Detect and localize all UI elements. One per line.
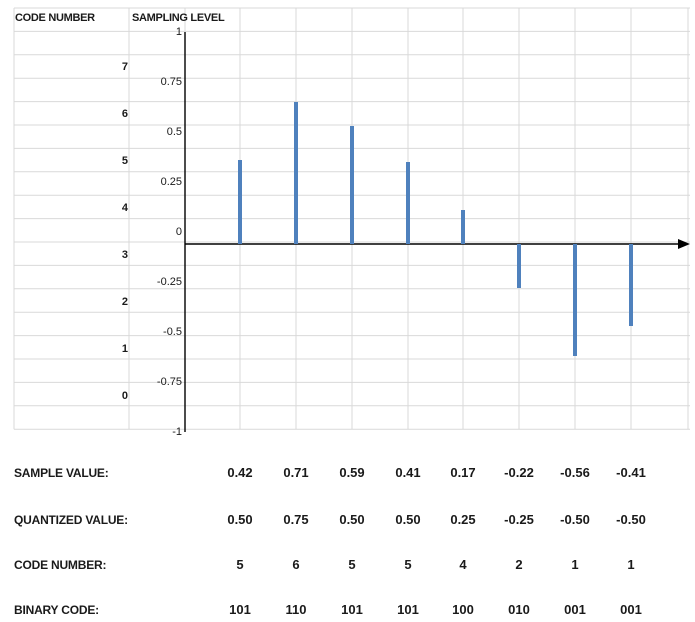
table-cell: 1: [571, 557, 579, 572]
table-cell: 001: [620, 602, 642, 617]
table-cell: 0.42: [227, 465, 253, 480]
table-cell: 6: [292, 557, 300, 572]
y-tick-label: 0: [175, 226, 182, 238]
x-axis-arrow: [678, 239, 690, 249]
table-cell: 0.50: [395, 512, 421, 527]
table-cell: 0.59: [339, 465, 365, 480]
code-level-label: 1: [121, 343, 128, 355]
table-cell: 1: [627, 557, 635, 572]
table-cell: 0.50: [227, 512, 253, 527]
table-cell: -0.25: [504, 512, 534, 527]
table-cell: 0.50: [339, 512, 365, 527]
table-cell: 4: [459, 557, 467, 572]
y-tick-label: -1: [172, 426, 182, 438]
code-number-header: CODE NUMBER: [15, 12, 95, 24]
y-tick-label: 0.25: [160, 176, 182, 188]
code-level-label: 2: [121, 296, 128, 308]
code-level-label: 0: [121, 390, 128, 402]
y-tick-label: -0.75: [156, 376, 182, 388]
code-level-label: 3: [121, 249, 128, 261]
table-cell: 0.25: [450, 512, 476, 527]
table-cell: 101: [397, 602, 419, 617]
table-row-label: CODE NUMBER:: [14, 558, 107, 572]
sampling-level-header: SAMPLING LEVEL: [132, 12, 225, 24]
table-cell: -0.41: [616, 465, 646, 480]
table-cell: 2: [515, 557, 523, 572]
code-level-label: 6: [121, 108, 128, 120]
y-tick-label: 0.75: [160, 76, 182, 88]
table-cell: -0.50: [616, 512, 646, 527]
table-cell: 0.71: [283, 465, 309, 480]
y-tick-label: -0.25: [156, 276, 182, 288]
table-cell: 101: [229, 602, 251, 617]
y-tick-label: 1: [175, 26, 182, 38]
table-cell: 001: [564, 602, 586, 617]
table-cell: -0.22: [504, 465, 534, 480]
table-cell: -0.56: [560, 465, 590, 480]
table-cell: 010: [508, 602, 530, 617]
table-cell: 0.75: [283, 512, 309, 527]
code-level-label: 5: [121, 155, 128, 167]
table-row-label: SAMPLE VALUE:: [14, 466, 109, 480]
table-cell: 101: [341, 602, 363, 617]
table-cell: 5: [236, 557, 244, 572]
table-row-label: QUANTIZED VALUE:: [14, 513, 128, 527]
table-cell: 0.17: [450, 465, 476, 480]
table-cell: -0.50: [560, 512, 590, 527]
table-cell: 5: [404, 557, 412, 572]
code-level-label: 7: [121, 61, 128, 73]
table-row-label: BINARY CODE:: [14, 603, 99, 617]
code-level-label: 4: [121, 202, 128, 214]
table-cell: 110: [285, 602, 307, 617]
y-tick-label: 0.5: [166, 126, 182, 138]
y-tick-label: -0.5: [163, 326, 182, 338]
table-cell: 0.41: [395, 465, 421, 480]
table-cell: 100: [452, 602, 474, 617]
table-cell: 5: [348, 557, 356, 572]
spreadsheet-chart-area: CODE NUMBER SAMPLING LEVEL 7 6 5 4 3 2 1 0 1 0.7…: [13, 7, 690, 438]
chart-grid: [13, 7, 690, 432]
